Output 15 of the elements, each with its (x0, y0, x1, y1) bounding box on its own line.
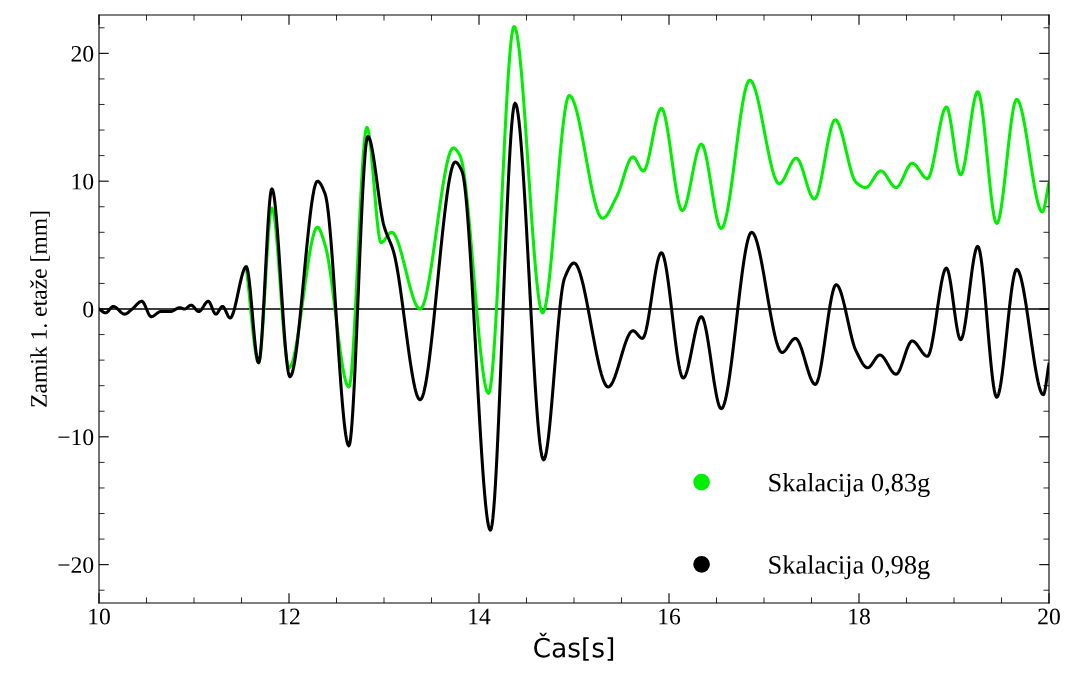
x-tick-label: 16 (659, 608, 681, 625)
x-tick-label: 14 (469, 608, 491, 625)
x-axis-title: Čas[s] (534, 632, 614, 661)
x-tick-label: 18 (849, 608, 870, 625)
legend-label: Skalacija 0,83g (769, 473, 930, 498)
x-tick-label: 12 (279, 608, 300, 625)
legend-label: Skalacija 0,98g (769, 555, 930, 580)
y-tick-label: −20 (58, 557, 94, 574)
y-tick-label: 0 (83, 301, 94, 318)
y-tick-label: 20 (71, 45, 94, 62)
y-tick-label: −10 (58, 429, 94, 446)
x-tick-label: 10 (89, 608, 110, 625)
y-tick-label: 10 (72, 173, 94, 190)
x-tick-label: 20 (1038, 608, 1060, 625)
y-axis-title: Zamik 1. etaže [mm] (30, 211, 50, 407)
